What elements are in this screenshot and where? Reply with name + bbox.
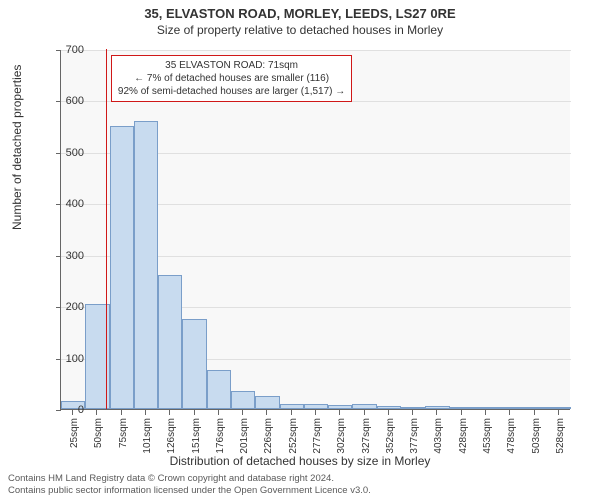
title-main: 35, ELVASTON ROAD, MORLEY, LEEDS, LS27 0… — [0, 0, 600, 21]
plot-area: 35 ELVASTON ROAD: 71sqm← 7% of detached … — [60, 50, 570, 410]
xtick-mark — [242, 410, 243, 415]
bar — [377, 406, 401, 409]
bar — [474, 407, 498, 409]
xtick-label: 428sqm — [458, 418, 469, 454]
gridline — [61, 50, 571, 51]
xtick-mark — [169, 410, 170, 415]
ytick-label: 100 — [44, 353, 84, 365]
bar — [182, 319, 206, 409]
bar — [304, 404, 328, 409]
xtick-label: 528sqm — [555, 418, 566, 454]
annotation-line3: 92% of semi-detached houses are larger (… — [118, 85, 345, 98]
bar — [522, 407, 546, 409]
xtick-mark — [364, 410, 365, 415]
marker-line — [106, 49, 107, 409]
xtick-label: 302sqm — [336, 418, 347, 454]
bar — [352, 404, 376, 409]
xtick-label: 25sqm — [69, 418, 80, 448]
xtick-mark — [509, 410, 510, 415]
xtick-mark — [388, 410, 389, 415]
xtick-mark — [534, 410, 535, 415]
xtick-label: 453sqm — [482, 418, 493, 454]
xtick-label: 503sqm — [531, 418, 542, 454]
xtick-mark — [412, 410, 413, 415]
xtick-mark — [436, 410, 437, 415]
ytick-label: 200 — [44, 301, 84, 313]
title-sub: Size of property relative to detached ho… — [0, 21, 600, 37]
xtick-mark — [266, 410, 267, 415]
xtick-label: 327sqm — [361, 418, 372, 454]
xtick-mark — [194, 410, 195, 415]
xtick-label: 252sqm — [288, 418, 299, 454]
ytick-label: 0 — [44, 404, 84, 416]
xtick-mark — [485, 410, 486, 415]
xtick-label: 176sqm — [215, 418, 226, 454]
chart-container: 35, ELVASTON ROAD, MORLEY, LEEDS, LS27 0… — [0, 0, 600, 500]
ytick-label: 600 — [44, 95, 84, 107]
bar — [207, 370, 231, 409]
bar — [425, 406, 449, 409]
xtick-label: 201sqm — [239, 418, 250, 454]
xtick-label: 478sqm — [506, 418, 517, 454]
xtick-mark — [558, 410, 559, 415]
xtick-label: 50sqm — [93, 418, 104, 448]
xtick-label: 75sqm — [118, 418, 129, 448]
xtick-label: 403sqm — [433, 418, 444, 454]
xtick-mark — [291, 410, 292, 415]
bar — [328, 405, 352, 409]
xtick-mark — [121, 410, 122, 415]
xtick-mark — [461, 410, 462, 415]
bar — [547, 407, 571, 409]
xtick-mark — [96, 410, 97, 415]
xtick-label: 352sqm — [385, 418, 396, 454]
ytick-label: 700 — [44, 44, 84, 56]
xtick-label: 277sqm — [312, 418, 323, 454]
bar — [401, 407, 425, 409]
ytick-label: 300 — [44, 250, 84, 262]
bar — [231, 391, 255, 409]
xtick-label: 126sqm — [166, 418, 177, 454]
annotation-box: 35 ELVASTON ROAD: 71sqm← 7% of detached … — [111, 55, 352, 102]
ytick-label: 500 — [44, 147, 84, 159]
bar — [450, 407, 474, 409]
xtick-label: 226sqm — [263, 418, 274, 454]
xtick-label: 151sqm — [191, 418, 202, 454]
xtick-mark — [218, 410, 219, 415]
chart-area: 35 ELVASTON ROAD: 71sqm← 7% of detached … — [60, 50, 570, 410]
annotation-line2: ← 7% of detached houses are smaller (116… — [118, 72, 345, 85]
xtick-label: 377sqm — [409, 418, 420, 454]
xtick-mark — [315, 410, 316, 415]
footer-line2: Contains public sector information licen… — [8, 485, 371, 497]
bar — [110, 126, 134, 409]
annotation-line1: 35 ELVASTON ROAD: 71sqm — [118, 59, 345, 72]
x-axis-label: Distribution of detached houses by size … — [0, 454, 600, 468]
bar — [498, 407, 522, 409]
bar — [280, 404, 304, 409]
bar — [255, 396, 279, 409]
ytick-label: 400 — [44, 198, 84, 210]
bar — [134, 121, 158, 409]
footer: Contains HM Land Registry data © Crown c… — [8, 473, 371, 497]
xtick-label: 101sqm — [142, 418, 153, 454]
bar — [158, 275, 182, 409]
y-axis-label: Number of detached properties — [10, 65, 24, 230]
xtick-mark — [339, 410, 340, 415]
xtick-mark — [145, 410, 146, 415]
footer-line1: Contains HM Land Registry data © Crown c… — [8, 473, 371, 485]
